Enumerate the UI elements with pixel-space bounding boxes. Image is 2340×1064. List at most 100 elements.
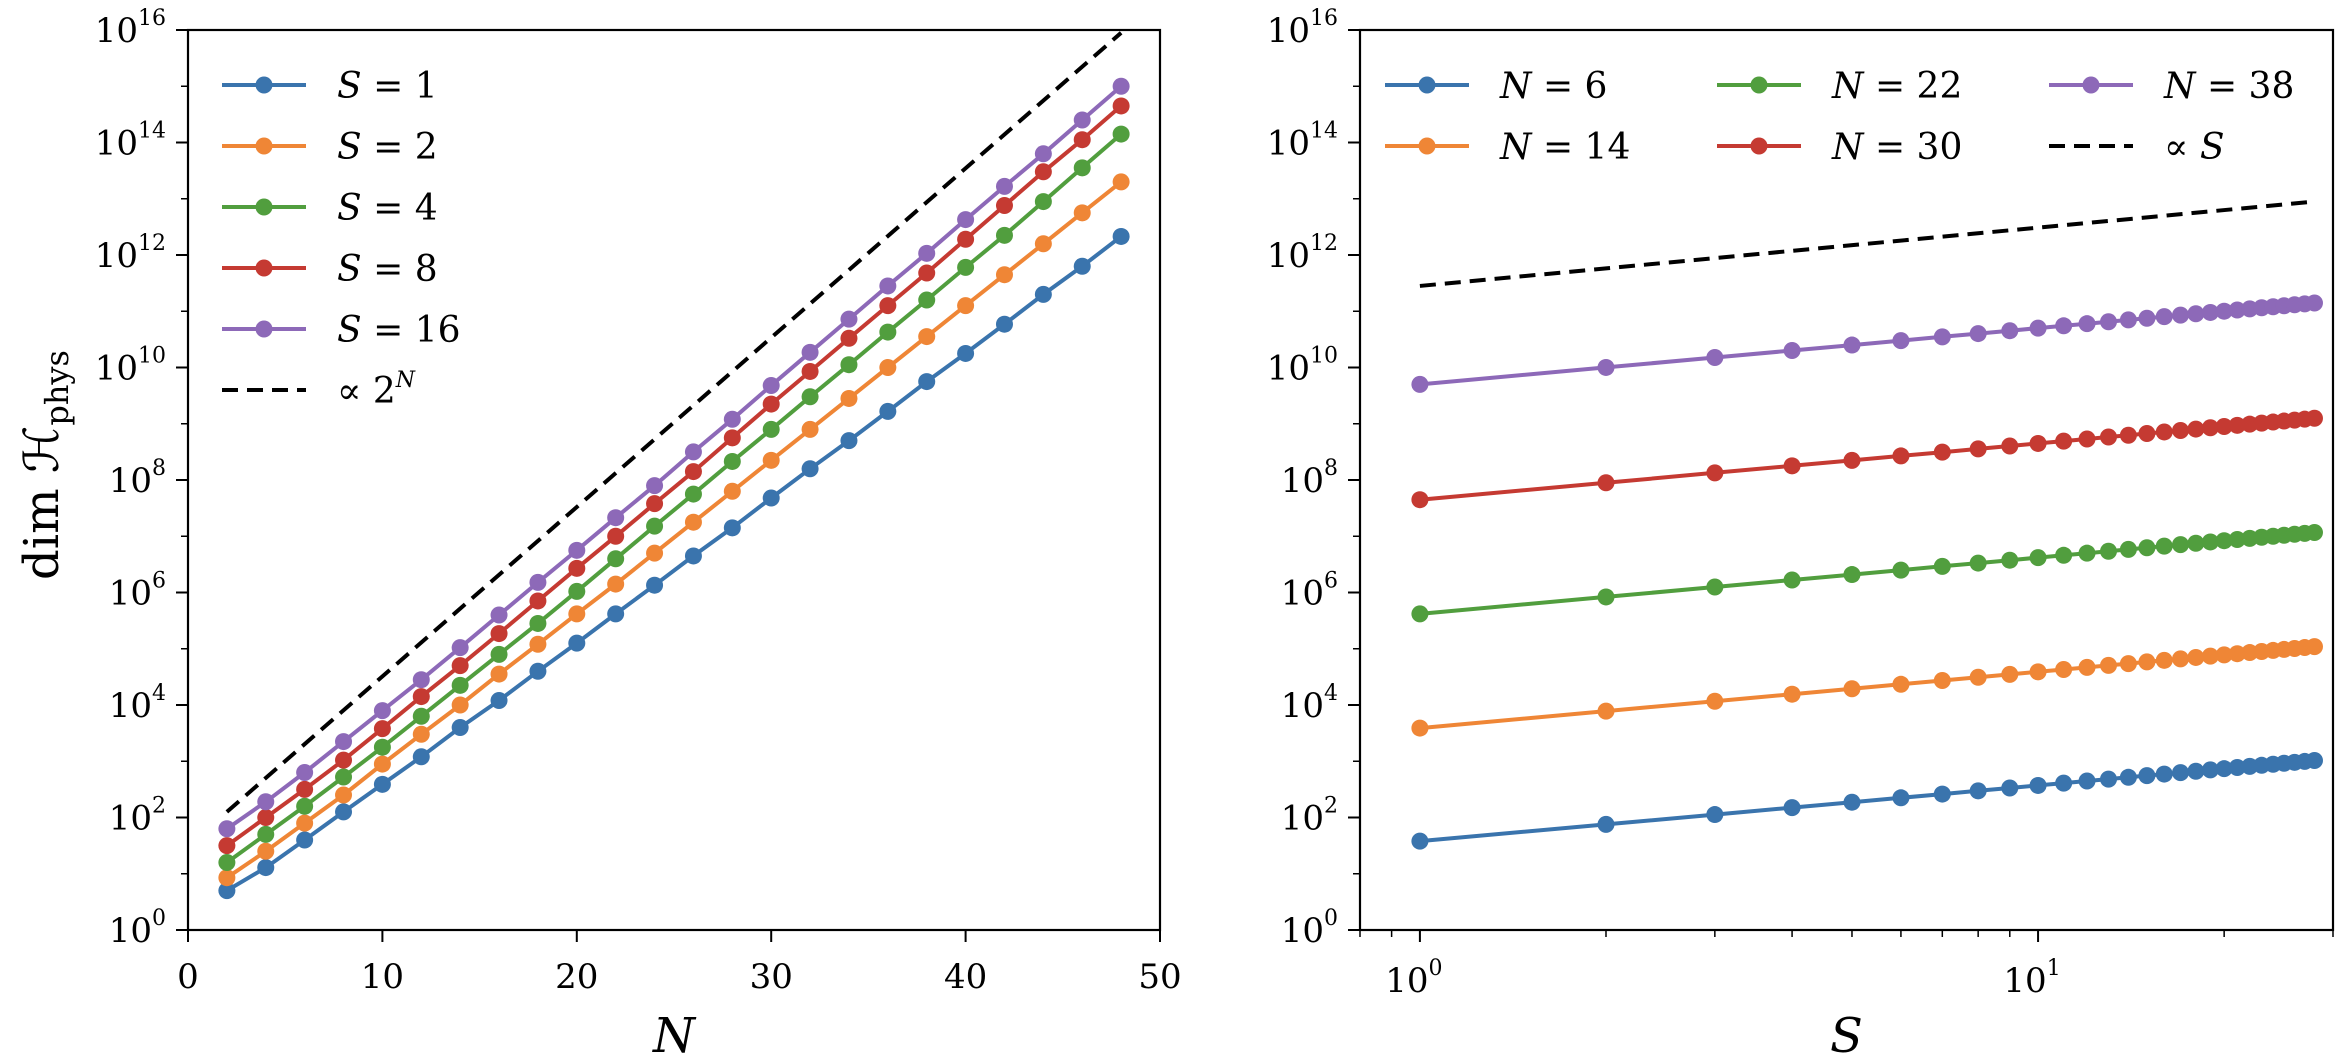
data-point bbox=[2228, 645, 2246, 663]
x-tick-label: 0 bbox=[177, 957, 199, 997]
data-point bbox=[607, 509, 625, 527]
y-tick-label: 1014 bbox=[1267, 119, 1338, 164]
data-point bbox=[2055, 432, 2073, 450]
x-tick-label: 40 bbox=[944, 957, 987, 997]
data-point bbox=[529, 635, 547, 653]
data-point bbox=[412, 671, 430, 689]
data-point bbox=[1843, 793, 1861, 811]
data-point bbox=[2172, 536, 2190, 554]
legend-marker bbox=[1418, 76, 1436, 94]
data-point bbox=[2001, 779, 2019, 797]
legend-item: S = 1 bbox=[222, 66, 438, 107]
series-line bbox=[225, 132, 1123, 865]
data-point bbox=[451, 639, 469, 657]
data-point bbox=[2078, 544, 2096, 562]
data-point bbox=[1783, 457, 1801, 475]
data-point bbox=[1892, 332, 1910, 350]
data-point bbox=[2001, 437, 2019, 455]
data-point bbox=[1706, 692, 1724, 710]
data-point bbox=[684, 513, 702, 531]
y-tick-label: 108 bbox=[1281, 456, 1338, 501]
data-point bbox=[2029, 549, 2047, 567]
data-point bbox=[529, 662, 547, 680]
data-point bbox=[1411, 491, 1429, 509]
data-point bbox=[1073, 111, 1091, 129]
data-point bbox=[1933, 328, 1951, 346]
legend-label: N = 6 bbox=[1499, 66, 1607, 107]
data-point bbox=[2055, 660, 2073, 678]
data-point bbox=[218, 820, 236, 838]
series-s-8 bbox=[218, 97, 1130, 855]
data-point bbox=[2138, 539, 2156, 557]
data-point bbox=[2119, 540, 2137, 558]
data-point bbox=[762, 451, 780, 469]
data-point bbox=[684, 443, 702, 461]
legend-marker bbox=[255, 198, 273, 216]
legend-label: S = 8 bbox=[337, 249, 438, 290]
data-point bbox=[918, 328, 936, 346]
data-point bbox=[1892, 447, 1910, 465]
data-point bbox=[607, 605, 625, 623]
data-point bbox=[684, 547, 702, 565]
legend-item: S = 16 bbox=[222, 310, 461, 351]
y-tick-label: 1012 bbox=[95, 231, 166, 276]
data-point bbox=[2201, 419, 2219, 437]
data-point bbox=[879, 402, 897, 420]
data-point bbox=[801, 362, 819, 380]
data-point bbox=[451, 676, 469, 694]
data-point bbox=[646, 544, 664, 562]
series-n-38 bbox=[1411, 294, 2323, 393]
data-point bbox=[2187, 534, 2205, 552]
reference-line bbox=[1419, 199, 2315, 288]
data-point bbox=[762, 377, 780, 394]
data-point bbox=[568, 634, 586, 652]
data-point bbox=[218, 837, 236, 855]
data-point bbox=[257, 793, 275, 811]
data-point bbox=[762, 420, 780, 438]
data-point bbox=[1073, 257, 1091, 275]
data-point bbox=[2201, 647, 2219, 665]
data-point bbox=[2215, 646, 2233, 664]
series-s-16 bbox=[218, 77, 1130, 838]
legend-label: S = 4 bbox=[337, 188, 438, 229]
legend-item: N = 22 bbox=[1717, 66, 1962, 107]
legend-label: S = 16 bbox=[337, 310, 461, 351]
legend-marker bbox=[255, 320, 273, 338]
data-point bbox=[995, 226, 1013, 244]
data-point bbox=[1783, 342, 1801, 360]
data-point bbox=[723, 452, 741, 470]
legend-item: S = 8 bbox=[222, 249, 438, 290]
data-point bbox=[918, 291, 936, 309]
data-point bbox=[723, 519, 741, 537]
data-point bbox=[1411, 719, 1429, 737]
data-point bbox=[2155, 423, 2173, 441]
data-point bbox=[1411, 832, 1429, 850]
series-s-4 bbox=[218, 125, 1130, 871]
data-point bbox=[529, 614, 547, 632]
data-point bbox=[995, 266, 1013, 284]
data-point bbox=[1411, 375, 1429, 393]
legend-marker bbox=[255, 259, 273, 277]
y-tick-label: 1010 bbox=[1267, 344, 1338, 389]
y-tick-label: 1012 bbox=[1267, 231, 1338, 276]
data-point bbox=[2138, 425, 2156, 443]
data-point bbox=[490, 645, 508, 663]
legend-item: S = 4 bbox=[222, 188, 438, 229]
data-point bbox=[2305, 294, 2323, 312]
data-point bbox=[995, 197, 1013, 214]
data-point bbox=[2201, 761, 2219, 779]
legend-label: N = 38 bbox=[2163, 66, 2294, 107]
series-n-22 bbox=[1411, 523, 2323, 623]
data-point bbox=[2138, 653, 2156, 671]
data-point bbox=[2119, 768, 2137, 786]
data-point bbox=[840, 329, 858, 347]
data-point bbox=[957, 258, 975, 276]
data-point bbox=[2305, 409, 2323, 427]
legend-item: N = 6 bbox=[1385, 66, 1607, 107]
data-point bbox=[2119, 655, 2137, 673]
data-point bbox=[451, 696, 469, 714]
data-point bbox=[451, 719, 469, 736]
data-point bbox=[529, 573, 547, 591]
y-tick-label: 1014 bbox=[95, 119, 166, 164]
data-point bbox=[1933, 672, 1951, 690]
